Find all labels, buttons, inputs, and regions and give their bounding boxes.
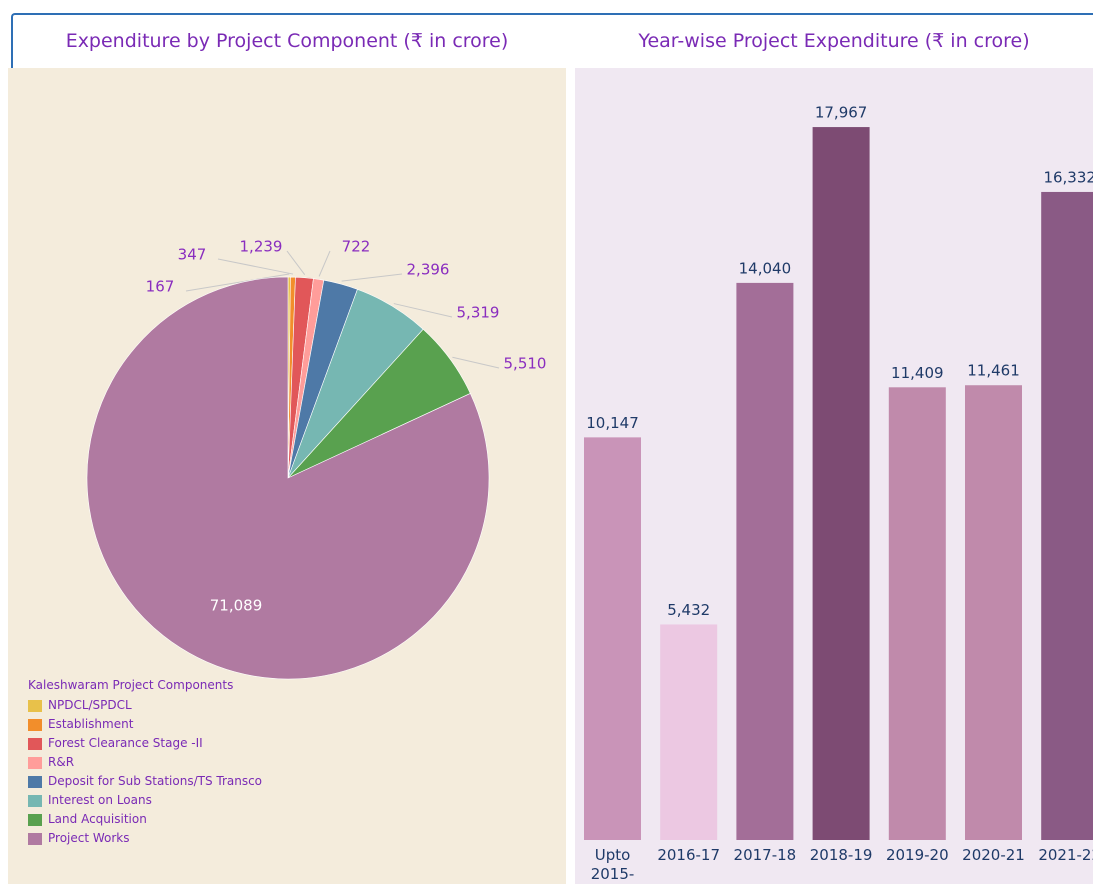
x-tick-label: 2016-17 xyxy=(657,846,721,864)
leader-line xyxy=(341,273,403,282)
legend-item: Interest on Loans xyxy=(28,793,152,807)
pie-value-label: 2,396 xyxy=(407,261,450,279)
legend-swatch xyxy=(28,737,42,750)
legend-item: Forest Clearance Stage -II xyxy=(28,736,203,750)
bar-chart: 10,147 5,432 14,040 17,967 11,409 11,461 16,33… xyxy=(584,104,1093,841)
leader-line xyxy=(286,250,306,275)
bar-panel: 10,147 5,432 14,040 17,967 11,409 11,461 16,33… xyxy=(575,68,1093,884)
pie-value-label: 5,319 xyxy=(457,304,500,322)
legend-item: R&R xyxy=(28,755,74,769)
bar xyxy=(965,385,1022,840)
bar xyxy=(736,282,794,840)
bar xyxy=(584,437,641,840)
bar-value-label: 11,461 xyxy=(967,362,1020,380)
x-tick-label: 2019-20 xyxy=(885,846,949,864)
legend-swatch xyxy=(28,813,42,826)
pie-slice xyxy=(86,276,490,680)
legend-label: Land Acquisition xyxy=(48,812,147,826)
bar-value-label: 10,147 xyxy=(586,414,639,432)
pie-title: Expenditure by Project Component (₹ in c… xyxy=(65,30,509,52)
legend-item: NPDCL/SPDCL xyxy=(28,698,132,712)
x-tick-label: 2018-19 xyxy=(809,846,873,864)
legend-swatch xyxy=(28,775,42,788)
x-tick-label: 2021-22 xyxy=(1038,846,1093,864)
legend-label: NPDCL/SPDCL xyxy=(48,698,132,712)
legend-swatch xyxy=(28,699,42,712)
legend-swatch xyxy=(28,832,42,845)
legend-label: Interest on Loans xyxy=(48,793,152,807)
leader-line xyxy=(217,258,294,275)
leader-line xyxy=(393,303,453,318)
legend-label: Deposit for Sub Stations/TS Transco xyxy=(48,774,263,788)
x-tick-label: 2017-18 xyxy=(733,846,797,864)
legend-item: Project Works xyxy=(28,831,130,845)
bar-value-label: 11,409 xyxy=(891,364,944,382)
bar xyxy=(812,127,870,840)
legend-label: R&R xyxy=(48,755,75,769)
bar-value-label: 16,332 xyxy=(1043,168,1093,186)
legend-label: Project Works xyxy=(48,831,130,845)
legend-label: Establishment xyxy=(48,717,134,731)
leader-line xyxy=(185,273,290,292)
legend-swatch xyxy=(28,756,42,769)
bar-value-label: 14,040 xyxy=(739,259,792,277)
pie-panel: 167 347 1,239 722 2,396 5,319 5,510 71,089 Kale… xyxy=(8,68,566,884)
pie-value-label: 722 xyxy=(342,238,371,256)
pie-value-label: 5,510 xyxy=(504,355,547,373)
bar-value-label: 5,432 xyxy=(667,601,710,619)
leader-line xyxy=(452,356,500,369)
pie-value-label: 1,239 xyxy=(240,238,283,256)
pie-value-label: 167 xyxy=(146,278,175,296)
bar-title: Year-wise Project Expenditure (₹ in cror… xyxy=(638,30,1030,52)
leader-line xyxy=(318,250,331,277)
legend-label: Forest Clearance Stage -II xyxy=(48,736,203,750)
legend-swatch xyxy=(28,794,42,807)
bar xyxy=(1041,191,1093,841)
legend-item: Land Acquisition xyxy=(28,812,147,826)
pie-value-label: 347 xyxy=(178,246,207,264)
legend-title: Kaleshwaram Project Components xyxy=(28,678,234,692)
pie-value-label: 71,089 xyxy=(210,597,263,615)
x-tick-label: 2020-21 xyxy=(962,846,1025,864)
bar-value-label: 17,967 xyxy=(815,104,868,122)
legend-item: Deposit for Sub Stations/TS Transco xyxy=(28,774,262,788)
bar xyxy=(888,387,946,840)
legend-item: Establishment xyxy=(28,717,133,731)
bar xyxy=(660,624,718,840)
legend-swatch xyxy=(28,718,42,731)
x-tick-label: Upto 2015-16 xyxy=(590,846,635,883)
